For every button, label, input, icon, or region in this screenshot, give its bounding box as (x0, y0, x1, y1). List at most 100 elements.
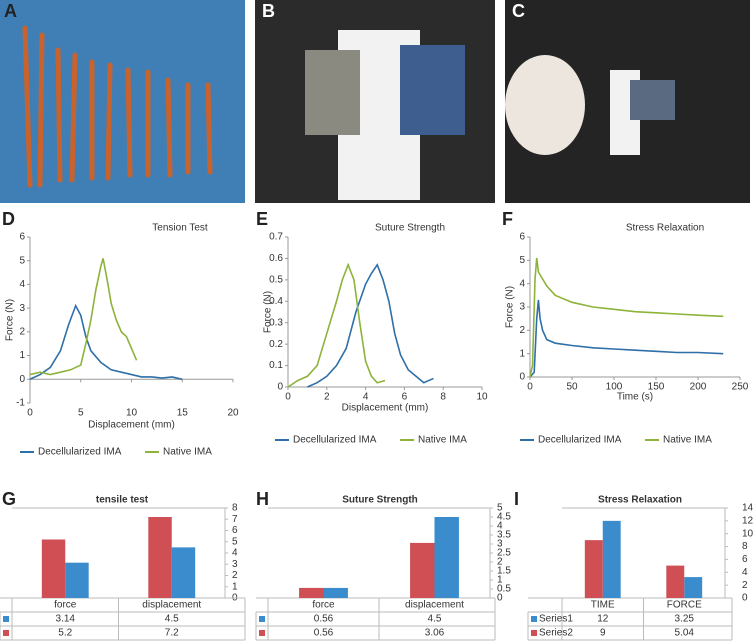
panel-label: C (512, 1, 525, 21)
table-value: 5.2 (58, 628, 72, 639)
table-value: 7.2 (165, 628, 179, 639)
category-label: displacement (405, 600, 464, 611)
category-label: force (54, 600, 77, 611)
legend-label: Series2 (539, 628, 573, 639)
y-tick-label: 4 (19, 279, 25, 290)
y-tick-label: 4 (232, 548, 238, 559)
panel-label: A (4, 1, 17, 21)
y-tick-label: -1 (16, 398, 25, 409)
legend-label: Native IMA (663, 435, 712, 446)
x-axis-label: Time (s) (617, 392, 653, 403)
y-tick-label: 0 (277, 382, 283, 393)
x-tick-label: 5 (78, 408, 84, 419)
y-tick-label: 4.5 (497, 512, 511, 523)
y-tick-label: 0 (519, 372, 525, 383)
line (529, 257, 724, 378)
y-tick-label: 7 (232, 514, 238, 525)
y-tick-label: 5 (497, 503, 503, 514)
y-tick-label: 2 (742, 580, 748, 591)
x-tick-label: 20 (227, 408, 239, 419)
bar (148, 517, 172, 598)
y-tick-label: 0.3 (269, 317, 283, 328)
y-tick-label: 2 (232, 570, 238, 581)
y-tick-label: 4 (497, 521, 503, 532)
bar (323, 587, 348, 598)
y-tick-label: 0 (497, 593, 503, 604)
y-tick-label: 8 (742, 541, 748, 552)
bar (65, 562, 89, 598)
legend-label: Native IMA (163, 447, 212, 458)
chart-title: tensile test (96, 495, 149, 506)
y-tick-label: 5 (19, 255, 25, 266)
y-tick-label: 6 (742, 554, 748, 565)
clamp (630, 80, 675, 120)
chart-title: Suture Strength (342, 495, 418, 506)
y-tick-label: 0.7 (269, 232, 283, 243)
y-tick-label: 0.5 (269, 274, 283, 285)
y-tick-label: 1 (232, 581, 238, 592)
y-tick-label: 3 (19, 303, 25, 314)
y-axis-label: Force (N) (263, 291, 274, 333)
x-tick-label: 250 (732, 382, 749, 393)
y-tick-label: 8 (232, 503, 238, 514)
y-tick-label: 2 (19, 326, 25, 337)
bar (602, 520, 621, 598)
x-axis-label: Displacement (mm) (88, 420, 175, 431)
y-tick-label: 0.2 (269, 339, 283, 350)
y-tick-label: 3 (519, 302, 525, 313)
table-value: 5.04 (675, 628, 695, 639)
table-value: 12 (597, 614, 609, 625)
panel-label: F (502, 209, 513, 229)
x-tick-label: 6 (402, 392, 408, 403)
x-tick-label: 100 (606, 382, 623, 393)
y-tick-label: 2 (519, 325, 525, 336)
category-label: FORCE (667, 600, 702, 611)
y-tick-label: 10 (742, 528, 754, 539)
y-tick-label: 14 (742, 503, 754, 514)
x-axis-label: Displacement (mm) (342, 403, 429, 414)
y-tick-label: 1.5 (497, 566, 511, 577)
bar (434, 517, 459, 598)
y-axis-label: Force (N) (5, 299, 16, 341)
y-tick-label: 3 (497, 539, 503, 550)
bar (684, 577, 703, 598)
y-axis-label: Force (N) (505, 286, 516, 328)
line (29, 258, 138, 376)
y-tick-label: 0.1 (269, 360, 283, 371)
y-tick-label: 0.6 (269, 253, 283, 264)
clamp (400, 45, 465, 135)
legend-swatch (259, 616, 265, 622)
x-tick-label: 15 (177, 408, 189, 419)
x-tick-label: 4 (363, 392, 369, 403)
table-value: 3.25 (675, 614, 695, 625)
category-label: force (312, 600, 335, 611)
clamp (305, 50, 360, 135)
x-tick-label: 200 (690, 382, 707, 393)
y-tick-label: 3.5 (497, 530, 511, 541)
bar (584, 540, 603, 598)
y-tick-label: 5 (232, 536, 238, 547)
bar (171, 547, 196, 598)
chart-title: Stress Relaxation (626, 223, 704, 234)
panel-label: B (262, 1, 275, 21)
x-tick-label: 10 (476, 392, 488, 403)
legend-label: Series1 (539, 614, 573, 625)
y-tick-label: 4 (519, 278, 525, 289)
panel-label: I (514, 489, 519, 509)
legend-label: Decellularized IMA (38, 447, 122, 458)
y-tick-label: 0 (742, 593, 748, 604)
chart-title: Tension Test (152, 223, 208, 234)
y-tick-label: 6 (19, 232, 25, 243)
y-tick-label: 2 (497, 557, 503, 568)
x-tick-label: 150 (648, 382, 665, 393)
legend-label: Native IMA (418, 435, 467, 446)
chart-title: Suture Strength (375, 223, 445, 234)
legend-swatch (3, 630, 9, 636)
line (287, 262, 386, 388)
y-tick-label: 6 (519, 232, 525, 243)
line (307, 263, 434, 388)
line (529, 299, 724, 378)
table-value: 4.5 (165, 614, 179, 625)
panel-label: G (2, 489, 16, 509)
legend-swatch (259, 630, 265, 636)
